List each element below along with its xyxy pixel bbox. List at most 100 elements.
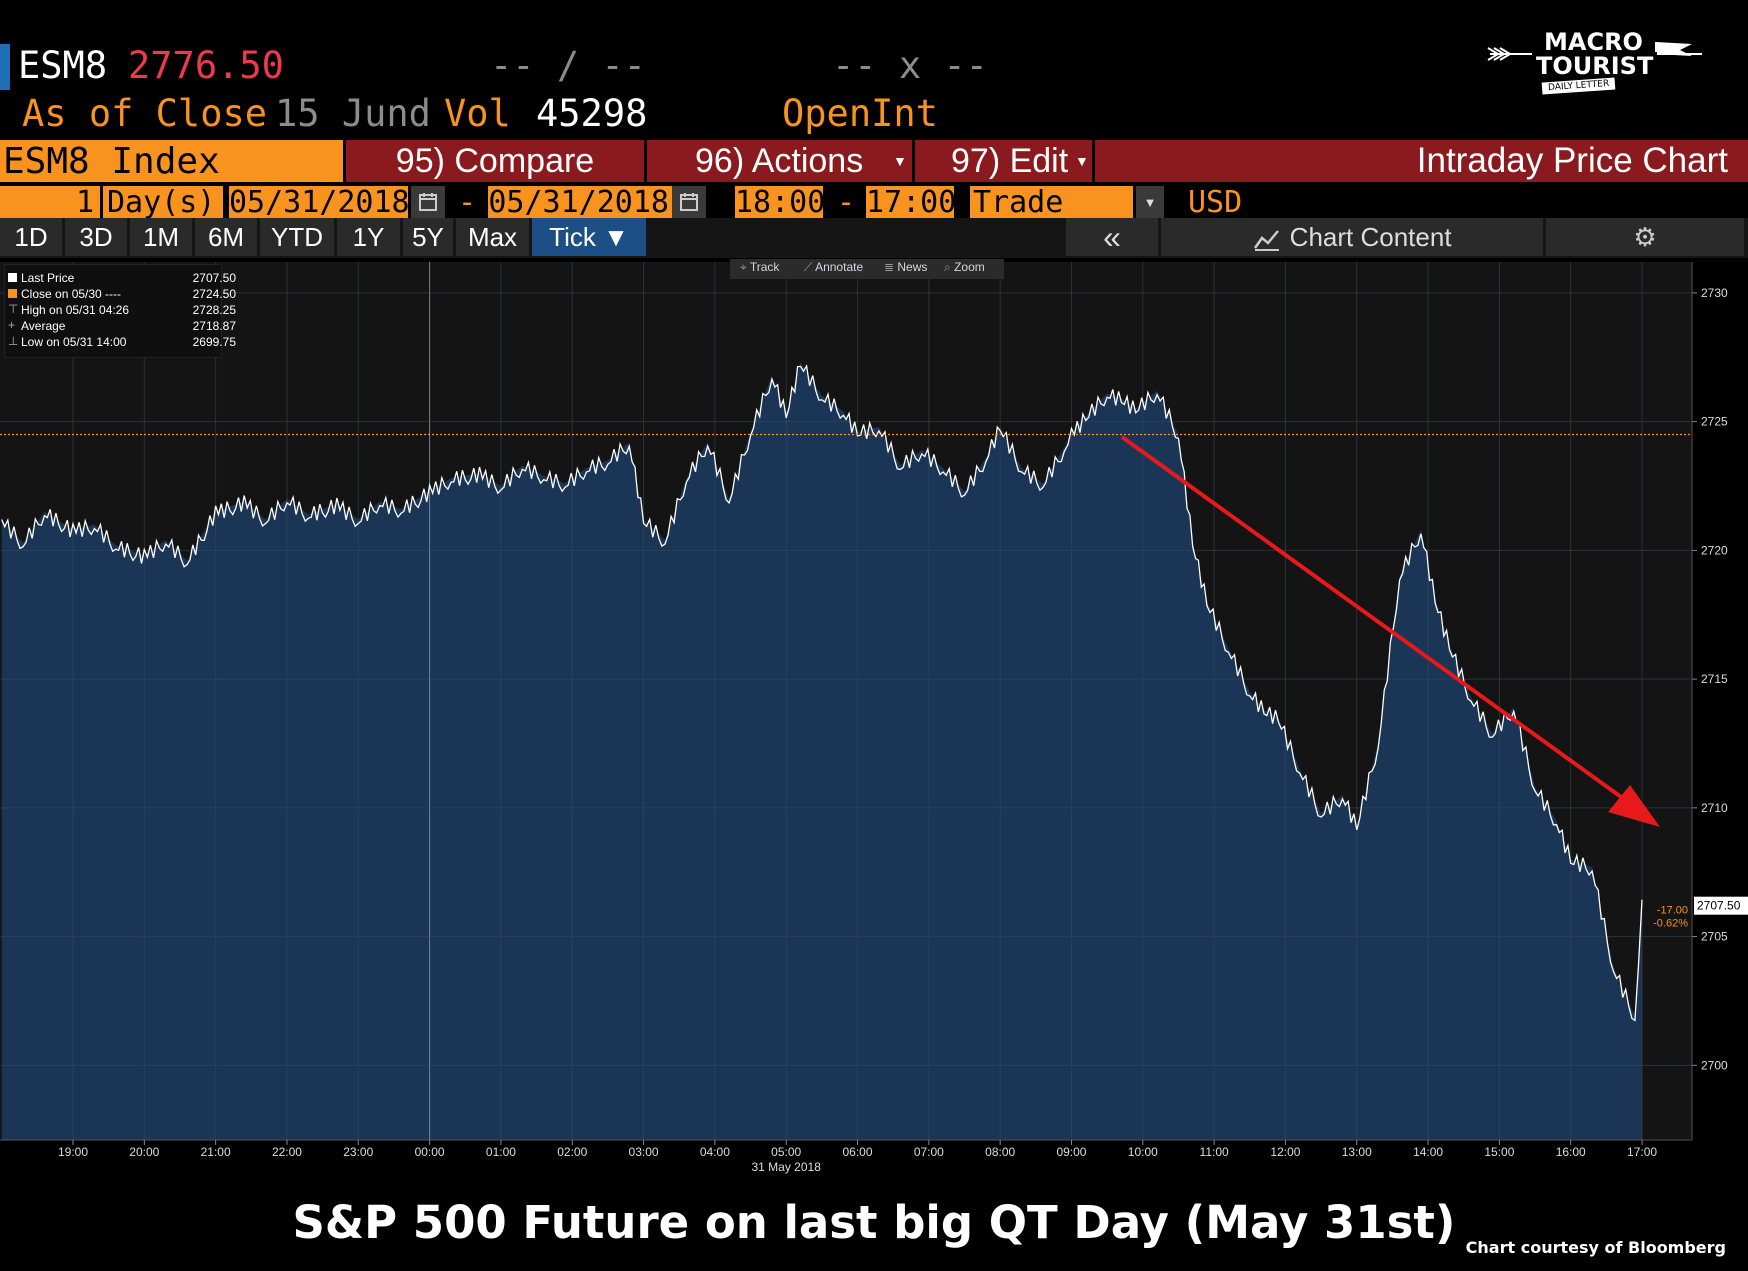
track-tool[interactable]: ⌖ Track [740, 260, 779, 275]
x-axis-background [0, 1140, 1748, 1176]
chart-legend [4, 264, 222, 358]
x-tick-label: 10:00 [1128, 1145, 1158, 1159]
edit-button[interactable]: 97) Edit ▼ [915, 140, 1092, 182]
zoom-label: Zoom [954, 260, 985, 274]
macro-tourist-logo: MACRO TOURIST DAILY LETTER [1484, 26, 1714, 98]
legend-high: ⊤ High on 05/31 04:26 2728.25 [8, 302, 236, 317]
x-tick-label: 03:00 [629, 1145, 659, 1159]
track-label: Track [749, 260, 780, 274]
crosshair-icon: ⌖ [740, 260, 750, 274]
intraday-price-chart: 2700 2705 2710 2715 2720 2725 2730 19:00 20:00 21… [0, 262, 1748, 1176]
last-value-box [1694, 896, 1748, 915]
trend-arrow-head [1608, 785, 1660, 827]
header-marker [0, 44, 10, 90]
legend-last-price: Last Price 2707.50 [8, 271, 236, 285]
news-tool[interactable]: ≣ News [884, 260, 927, 274]
legend-swatch-last [8, 273, 17, 282]
legend-value: 2724.50 [192, 287, 236, 301]
last-price: 2776.50 [128, 44, 284, 87]
zoom-icon: ⌕ [944, 260, 955, 274]
x-tick-label: 19:00 [58, 1145, 88, 1159]
x-tick-label: 02:00 [557, 1145, 587, 1159]
calendar-icon[interactable] [672, 186, 706, 220]
x-tick-label: 23:00 [343, 1145, 373, 1159]
x-tick-label: 00:00 [415, 1145, 445, 1159]
chevron-down-icon: ▼ [893, 153, 907, 169]
change-label: -17.00 [1657, 905, 1688, 917]
timeframe-1d[interactable]: 1D [0, 218, 62, 256]
legend-average: + Average 2718.87 [8, 318, 236, 333]
security-label: ESM8 Index [3, 141, 220, 182]
price-line [1, 364, 1643, 1022]
logo-line1: MACRO [1540, 28, 1647, 56]
chart-content-button[interactable]: Chart Content [1161, 218, 1543, 256]
time-separator: - [837, 185, 856, 220]
open-interest-label: OpenInt [782, 92, 938, 135]
start-time-field[interactable]: 18:00 [735, 185, 826, 220]
x-tick-label: 01:00 [486, 1145, 516, 1159]
y-tick-label: 2700 [1701, 1058, 1728, 1072]
timeframe-6m[interactable]: 6M [195, 218, 257, 256]
y-tick-label: 2725 [1701, 415, 1728, 429]
volume-label: Vol [444, 92, 511, 135]
day-count-field[interactable]: 1 [0, 186, 100, 220]
as-of-label: As of Close [22, 92, 268, 135]
timeframe-3d[interactable]: 3D [65, 218, 127, 256]
timeframe-1m[interactable]: 1M [130, 218, 192, 256]
timeframe-max[interactable]: Max [456, 218, 529, 256]
start-date-field[interactable]: 05/31/2018 [229, 185, 410, 220]
bid-ask: -- / -- [490, 44, 646, 87]
timeframe-1y[interactable]: 1Y [337, 218, 400, 256]
annotate-tool[interactable]: ⟋ Annotate [804, 260, 863, 275]
x-tick-label: 12:00 [1270, 1145, 1300, 1159]
actions-button[interactable]: 96) Actions ▼ [647, 140, 912, 182]
legend-label: Last Price [21, 271, 75, 285]
event-dropdown[interactable]: Trade [970, 186, 1133, 220]
legend-label: Average [21, 319, 66, 333]
high-marker-icon: ⊤ [8, 302, 19, 316]
x-tick-label: 16:00 [1556, 1145, 1586, 1159]
legend-label: Close on 05/30 ---- [21, 287, 122, 301]
end-time-field[interactable]: 17:00 [866, 185, 957, 220]
ticker-label: ESM8 [18, 44, 108, 87]
chevron-down-icon[interactable]: ▼ [1136, 186, 1164, 220]
average-marker-icon: + [8, 318, 16, 332]
compare-button[interactable]: 95) Compare [346, 140, 644, 182]
date-separator: - [458, 185, 477, 220]
legend-value: 2718.87 [192, 319, 236, 333]
volume-value: 45298 [536, 92, 648, 135]
change-pct-label: -0.62% [1653, 918, 1688, 930]
x-tick-label: 05:00 [771, 1145, 801, 1159]
y-tick-label: 2705 [1701, 930, 1728, 944]
x-tick-label: 09:00 [1056, 1145, 1086, 1159]
legend-value: 2699.75 [192, 335, 236, 349]
trend-arrow-line [1120, 435, 1637, 809]
calendar-icon-svg [419, 193, 437, 211]
x-tick-label: 04:00 [700, 1145, 730, 1159]
x-tick-label: 06:00 [843, 1145, 873, 1159]
timeframe-ytd[interactable]: YTD [260, 218, 334, 256]
currency-label: USD [1188, 185, 1243, 220]
collapse-panel-button[interactable]: « [1066, 218, 1158, 256]
period-unit-field[interactable]: Day(s) [103, 186, 223, 220]
calendar-icon-svg [680, 193, 698, 211]
chart-title-bar: Intraday Price Chart [1095, 140, 1748, 182]
legend-label: Low on 05/31 14:00 [21, 335, 127, 349]
security-field[interactable]: ESM8 Index [0, 140, 343, 182]
chart-credit: Chart courtesy of Bloomberg [1465, 1238, 1726, 1257]
x-date-label: 31 May 2018 [752, 1160, 822, 1174]
pencil-icon: ⟋ [804, 260, 816, 274]
end-date-field[interactable]: 05/31/2018 [488, 186, 672, 220]
legend-low: ⊥ Low on 05/31 14:00 2699.75 [8, 334, 236, 349]
zoom-tool[interactable]: ⌕ Zoom [944, 260, 985, 275]
x-tick-label: 14:00 [1413, 1145, 1443, 1159]
price-area [1, 362, 1642, 1140]
chart-content-icon [1254, 230, 1280, 252]
calendar-icon[interactable] [411, 186, 445, 220]
timeframe-tick[interactable]: Tick ▼ [532, 218, 646, 256]
x-tick-label: 15:00 [1484, 1145, 1514, 1159]
chart-tools-bar [730, 259, 1004, 279]
low-marker-icon: ⊥ [8, 334, 19, 348]
timeframe-5y[interactable]: 5Y [403, 218, 453, 256]
settings-gear-icon[interactable]: ⚙ [1546, 218, 1744, 256]
